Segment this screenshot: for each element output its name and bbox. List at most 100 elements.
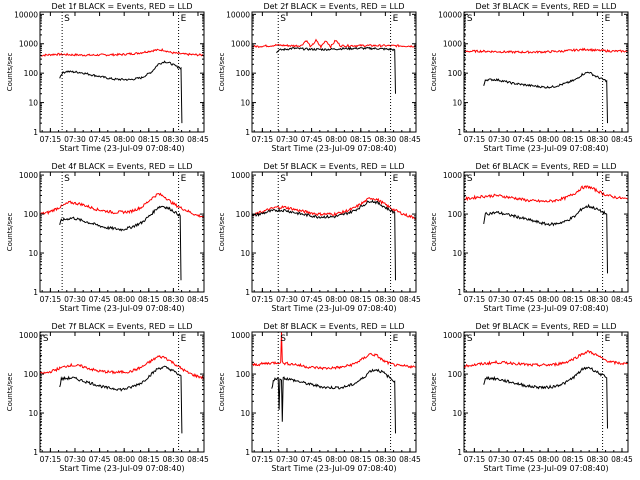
- events-series-line: [59, 365, 183, 434]
- x-tick-label: 08:15: [138, 135, 160, 144]
- start-marker-label: S: [280, 174, 286, 184]
- y-tick-label: 1000: [19, 171, 38, 180]
- lld-series-line: [464, 349, 628, 369]
- detector-panel: Det 9f BLACK = Events, RED = LLD Counts/s…: [430, 322, 633, 473]
- y-tick-label: 100: [448, 210, 463, 219]
- start-marker-label: S: [280, 14, 286, 24]
- events-series-line: [276, 46, 396, 94]
- y-tick-label: 10: [240, 249, 250, 258]
- x-tick-label: 08:15: [350, 295, 372, 304]
- panel-title: Det 1f BLACK = Events, RED = LLD: [51, 2, 192, 11]
- x-tick-label: 08:15: [350, 135, 372, 144]
- panel-title: Det 7f BLACK = Events, RED = LLD: [51, 322, 192, 331]
- y-tick-label: 10: [28, 99, 38, 108]
- lld-series-line: [40, 354, 204, 380]
- y-axis-label: Counts/sec: [218, 373, 226, 412]
- detector-panel: Det 7f BLACK = Events, RED = LLD Counts/s…: [6, 322, 209, 473]
- x-tick-label: 07:30: [64, 295, 86, 304]
- x-tick-label: 08:45: [399, 135, 421, 144]
- x-tick-label: 08:15: [562, 455, 584, 464]
- x-tick-label: 08:45: [611, 455, 633, 464]
- y-tick-label: 10: [452, 249, 462, 258]
- x-tick-label: 08:45: [611, 295, 633, 304]
- y-tick-label: 1: [33, 288, 38, 297]
- x-tick-label: 07:45: [513, 295, 535, 304]
- x-tick-label: 08:45: [187, 455, 209, 464]
- panel-title: Det 3f BLACK = Events, RED = LLD: [475, 2, 616, 11]
- y-tick-label: 1: [33, 448, 38, 457]
- x-tick-label: 08:15: [350, 455, 372, 464]
- x-tick-label: 07:30: [64, 135, 86, 144]
- x-tick-label: 07:15: [252, 135, 274, 144]
- y-tick-label: 1000: [443, 331, 462, 340]
- y-tick-label: 10: [240, 409, 250, 418]
- y-tick-label: 100: [236, 370, 251, 379]
- y-axis-label: Counts/sec: [430, 373, 438, 412]
- detector-panel: Det 2f BLACK = Events, RED = LLD Counts/s…: [218, 2, 421, 153]
- x-tick-label: 08:30: [163, 135, 185, 144]
- x-tick-label: 08:45: [399, 295, 421, 304]
- plot-frame: [463, 331, 629, 453]
- x-tick-label: 07:45: [301, 135, 323, 144]
- x-axis-label: Start Time (23-Jul-09 07:08:40): [483, 304, 608, 313]
- detector-panel: Det 4f BLACK = Events, RED = LLD Counts/s…: [6, 162, 209, 313]
- y-tick-label: 1000: [19, 331, 38, 340]
- plot-frame: [251, 171, 417, 293]
- x-tick-label: 08:15: [138, 295, 160, 304]
- x-axis-label: Start Time (23-Jul-09 07:08:40): [271, 304, 396, 313]
- detector-panel: Det 1f BLACK = Events, RED = LLD Counts/s…: [6, 2, 209, 153]
- y-tick-label: 10: [452, 409, 462, 418]
- x-tick-label: 07:15: [464, 295, 486, 304]
- end-marker-label: E: [605, 14, 611, 24]
- lld-series-line: [252, 197, 416, 220]
- detector-panel: Det 6f BLACK = Events, RED = LLD Counts/s…: [430, 162, 633, 313]
- panel-title: Det 2f BLACK = Events, RED = LLD: [263, 2, 404, 11]
- x-tick-label: 08:30: [587, 135, 609, 144]
- x-tick-label: 07:30: [488, 135, 510, 144]
- lld-series-line: [252, 38, 416, 50]
- x-tick-label: 07:30: [488, 455, 510, 464]
- start-marker-label: S: [64, 14, 70, 24]
- x-tick-label: 08:30: [163, 455, 185, 464]
- plot-frame: [39, 171, 205, 293]
- x-tick-label: 07:15: [464, 455, 486, 464]
- x-tick-label: 07:30: [276, 455, 298, 464]
- x-tick-label: 07:45: [301, 295, 323, 304]
- x-tick-label: 08:00: [113, 295, 135, 304]
- x-tick-label: 08:00: [537, 295, 559, 304]
- panel-title: Det 8f BLACK = Events, RED = LLD: [263, 322, 404, 331]
- y-tick-label: 100: [236, 69, 251, 78]
- y-tick-label: 1000: [443, 171, 462, 180]
- end-marker-label: E: [605, 334, 611, 344]
- x-tick-label: 08:30: [375, 295, 397, 304]
- y-tick-label: 1: [457, 448, 462, 457]
- y-tick-label: 100: [24, 370, 39, 379]
- x-tick-label: 07:45: [301, 455, 323, 464]
- y-tick-label: 1: [245, 448, 250, 457]
- end-marker-label: E: [181, 14, 187, 24]
- x-axis-label: Start Time (23-Jul-09 07:08:40): [59, 144, 184, 153]
- plot-frame: [39, 331, 205, 453]
- y-tick-label: 10: [240, 99, 250, 108]
- x-tick-label: 07:30: [488, 295, 510, 304]
- x-axis-label: Start Time (23-Jul-09 07:08:40): [271, 464, 396, 473]
- events-series-line: [483, 203, 608, 274]
- end-marker-label: E: [393, 14, 399, 24]
- panel-title: Det 4f BLACK = Events, RED = LLD: [51, 162, 192, 171]
- x-tick-label: 08:00: [113, 135, 135, 144]
- panel-title: Det 5f BLACK = Events, RED = LLD: [263, 162, 404, 171]
- start-marker-label: S: [43, 334, 49, 344]
- plot-frame: [251, 331, 417, 453]
- y-tick-label: 10: [28, 409, 38, 418]
- x-tick-label: 07:15: [464, 135, 486, 144]
- y-tick-label: 1000: [19, 40, 38, 49]
- x-tick-label: 07:45: [89, 455, 111, 464]
- x-tick-label: 08:45: [187, 135, 209, 144]
- x-tick-label: 08:45: [187, 295, 209, 304]
- end-marker-label: E: [393, 334, 399, 344]
- y-tick-label: 1000: [231, 331, 250, 340]
- y-tick-label: 100: [448, 370, 463, 379]
- x-tick-label: 08:00: [537, 455, 559, 464]
- y-axis-label: Counts/sec: [6, 53, 14, 92]
- lld-series-line: [252, 332, 416, 371]
